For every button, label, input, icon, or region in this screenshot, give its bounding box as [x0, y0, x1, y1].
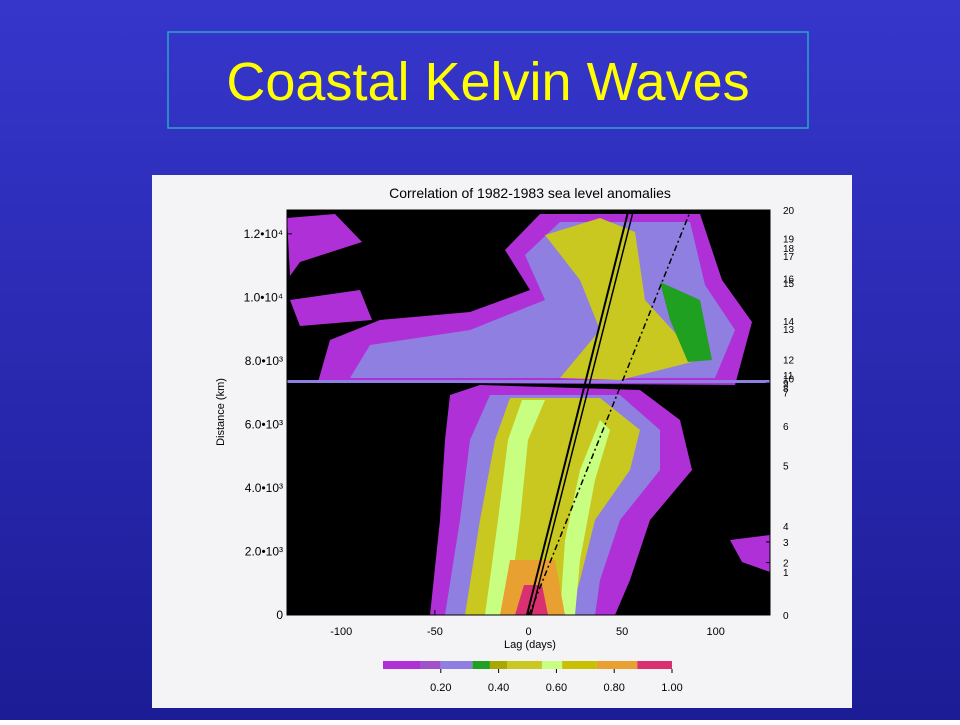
y-tick-label: 6.0•10³: [245, 417, 283, 431]
station-label: 12: [783, 355, 795, 366]
contour: [290, 290, 372, 326]
station-label: 16: [783, 274, 795, 285]
colorbar-label: 0.40: [488, 682, 509, 694]
station-label: 9: [783, 379, 789, 390]
x-tick-label: 50: [616, 626, 628, 638]
y-axis-label: Distance (km): [215, 378, 227, 446]
colorbar-swatch: [637, 661, 672, 669]
y-tick-label: 4.0•10³: [245, 481, 283, 495]
station-label: 19: [783, 235, 795, 246]
wave-speed-line: [526, 211, 629, 616]
station-label: 7: [783, 389, 789, 400]
contour: [287, 214, 362, 276]
contour: [560, 420, 610, 615]
colorbar-swatch: [507, 661, 542, 669]
contour: [730, 535, 770, 572]
colorbar-swatch: [541, 661, 563, 669]
station-label: 0: [783, 611, 789, 622]
wave-speed-line: [528, 211, 691, 616]
station-label: 5: [783, 462, 789, 473]
chart-title: Correlation of 1982-1983 sea level anoma…: [389, 185, 671, 201]
station-label: 11: [783, 371, 794, 382]
x-tick-label: 100: [707, 626, 725, 638]
y-tick-label: 2.0•10³: [245, 544, 283, 558]
y-tick-label: 1.0•10⁴: [244, 290, 283, 304]
colorbar-swatch: [562, 661, 597, 669]
station-label: 8: [783, 384, 789, 395]
station-label: 6: [783, 422, 789, 433]
station-label: 18: [783, 244, 795, 255]
colorbar-swatch: [420, 661, 441, 669]
colorbar-label: 0.20: [430, 682, 451, 694]
x-tick-label: -50: [427, 626, 443, 638]
colorbar-swatch: [489, 661, 508, 669]
contour: [660, 282, 712, 362]
contour: [485, 400, 545, 615]
station-gap-line: [287, 380, 770, 383]
colorbar-label: 0.60: [546, 682, 567, 694]
contour: [545, 218, 700, 380]
x-tick-label: -100: [330, 626, 352, 638]
wave-speed-line: [530, 211, 634, 616]
station-label: 17: [783, 252, 795, 263]
station-label: 13: [783, 325, 795, 336]
y-tick-label: 0: [276, 608, 283, 622]
colorbar-label: 0.80: [603, 682, 624, 694]
station-label: 2: [783, 559, 789, 570]
y-tick-label: 8.0•10³: [245, 354, 283, 368]
colorbar-swatch: [596, 661, 638, 669]
station-label: 1: [783, 568, 789, 579]
contour-field: [286, 209, 771, 616]
y-tick-label: 1.2•10⁴: [244, 227, 283, 241]
colorbar-swatch: [383, 661, 421, 669]
station-label: 10: [783, 374, 795, 385]
slide-title: Coastal Kelvin Waves: [226, 52, 749, 112]
title-box: [167, 31, 809, 129]
axes: -100 -50 0 50 10002.0•10³4.0•10³6.0•10³8.0•1…: [244, 206, 795, 694]
station-label: 14: [783, 317, 795, 328]
station-label: 20: [783, 206, 795, 217]
colorbar-label: 1.00: [661, 682, 682, 694]
colorbar-swatch: [472, 661, 490, 669]
station-label: 15: [783, 279, 795, 290]
station-label: 3: [783, 538, 789, 549]
colorbar-swatch: [440, 661, 473, 669]
x-tick-label: 0: [525, 626, 531, 638]
x-axis-label: Lag (days): [504, 639, 556, 651]
station-label: 4: [783, 522, 789, 533]
